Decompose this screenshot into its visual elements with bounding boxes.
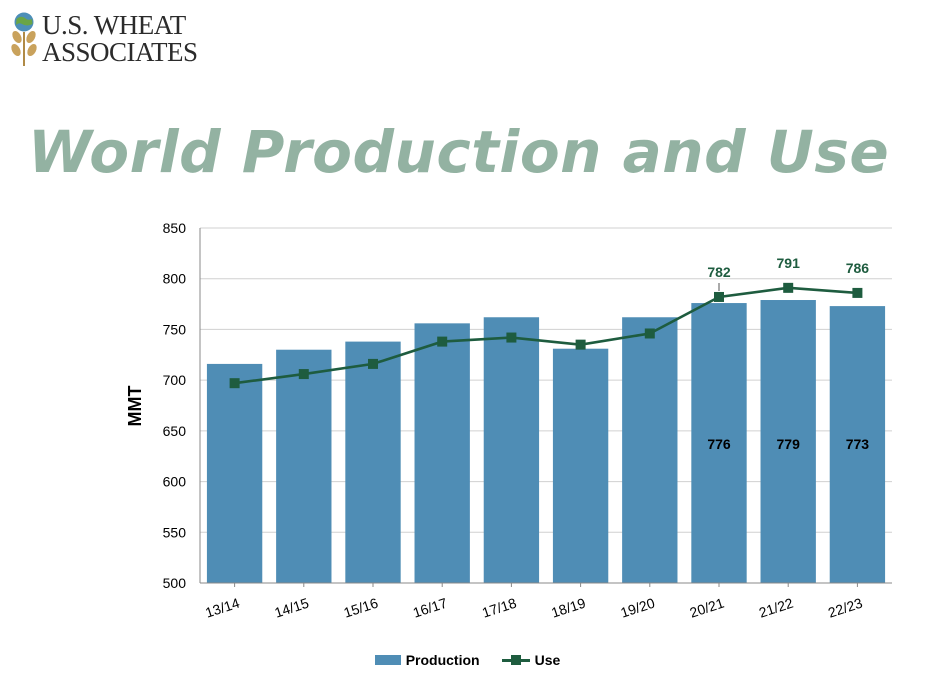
slide-title: World Production and Use xyxy=(28,118,890,186)
production-use-chart: 500 550 600 650 700 750 800 850 13/14 14/15 15/16 1… xyxy=(125,220,892,621)
production-bar xyxy=(829,306,886,583)
y-tick-label: 550 xyxy=(163,524,187,540)
production-bar xyxy=(276,349,332,583)
production-bars xyxy=(206,300,886,583)
use-marker xyxy=(575,339,586,350)
use-data-label: 791 xyxy=(777,255,801,271)
y-axis-title: MMT xyxy=(125,386,145,427)
chart-legend: Production Use xyxy=(0,650,935,670)
use-marker xyxy=(506,332,517,343)
use-swatch xyxy=(501,655,530,665)
use-line xyxy=(229,282,863,389)
legend-item-use: Use xyxy=(501,650,561,670)
production-bar xyxy=(622,317,678,583)
use-marker xyxy=(368,358,378,369)
use-line-path xyxy=(234,286,858,385)
production-bar xyxy=(414,323,470,583)
wheat-globe-icon xyxy=(11,12,37,66)
use-marker xyxy=(437,336,448,347)
use-marker xyxy=(298,369,309,380)
x-tick-label: 18/19 xyxy=(549,595,587,621)
legend-label-use: Use xyxy=(534,652,561,668)
use-marker xyxy=(644,328,655,339)
y-tick-label: 700 xyxy=(163,372,187,388)
y-tick-label: 650 xyxy=(163,423,187,439)
legend-item-production: Production xyxy=(374,650,480,670)
production-bar xyxy=(552,348,609,583)
x-tick-label: 15/16 xyxy=(342,595,380,621)
production-data-label: 776 xyxy=(707,436,731,452)
production-bar xyxy=(206,363,263,583)
legend-label-production: Production xyxy=(405,652,480,668)
use-marker xyxy=(714,291,724,302)
us-wheat-associates-logo: U.S. WHEAT ASSOCIATES xyxy=(8,10,228,68)
x-tick-label: 20/21 xyxy=(688,595,726,621)
production-bar xyxy=(760,300,816,583)
production-bar xyxy=(483,317,540,583)
y-tick-label: 500 xyxy=(163,575,187,591)
use-data-label: 786 xyxy=(846,260,870,276)
use-data-label: 782 xyxy=(707,264,731,280)
logo-text-line2: ASSOCIATES xyxy=(42,37,198,67)
x-tick-label: 21/22 xyxy=(757,595,795,621)
production-swatch xyxy=(374,655,401,665)
use-marker xyxy=(783,282,794,293)
logo-text-line1: U.S. WHEAT xyxy=(42,10,186,40)
use-marker xyxy=(852,287,863,298)
use-marker xyxy=(229,378,240,389)
production-data-label: 773 xyxy=(846,436,870,452)
x-tick-label: 22/23 xyxy=(826,595,864,621)
y-tick-label: 850 xyxy=(163,220,187,236)
data-labels: 776 779 773 782 791 786 xyxy=(707,255,869,452)
x-tick-label: 16/17 xyxy=(411,595,449,621)
x-tick-label: 14/15 xyxy=(272,595,310,621)
y-tick-label: 800 xyxy=(163,271,187,287)
x-tick-label: 13/14 xyxy=(203,595,241,621)
production-bar xyxy=(691,303,747,583)
production-data-label: 779 xyxy=(777,436,801,452)
y-tick-label: 750 xyxy=(163,321,187,337)
x-tick-label: 17/18 xyxy=(480,595,518,621)
y-tick-label: 600 xyxy=(163,474,187,490)
x-tick-label: 19/20 xyxy=(618,595,656,621)
production-bar xyxy=(345,341,401,583)
